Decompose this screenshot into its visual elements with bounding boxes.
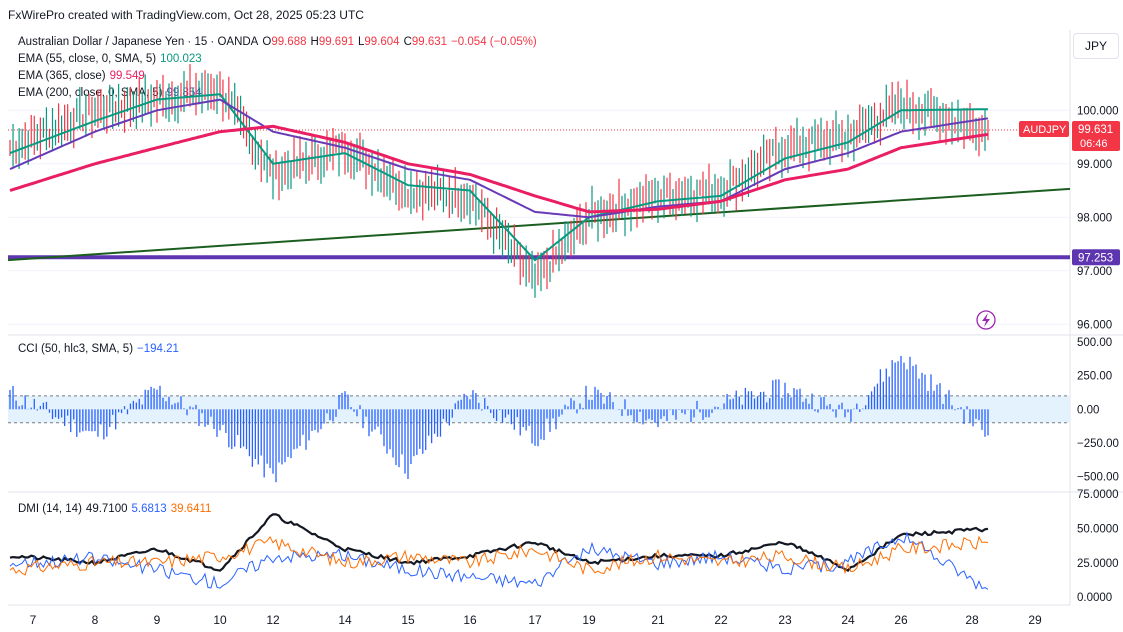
- symbol-badge: [1019, 121, 1069, 138]
- price-tick-label: 99.000: [1077, 159, 1112, 171]
- change-value: −0.054 (−0.05%): [451, 36, 537, 48]
- ema-line-3[interactable]: [9, 124, 989, 214]
- cci-legend[interactable]: CCI (50, hlc3, SMA, 5) −194.21: [18, 343, 183, 355]
- dmi-tick-label: 0.0000: [1077, 592, 1112, 604]
- cci-tick-label: 250.00: [1077, 371, 1112, 383]
- ema365-legend[interactable]: EMA (365, close) 99.549: [18, 70, 149, 82]
- price-tick-label: 96.000: [1077, 319, 1112, 331]
- low-label: L: [358, 36, 365, 48]
- ema55-label: EMA (55, close, 0, SMA, 5): [18, 53, 157, 65]
- price-badge-text: 99.631: [1078, 124, 1113, 136]
- cci-tick-label: −250.00: [1077, 438, 1119, 450]
- open-value: 99.688: [271, 36, 307, 48]
- time-tick-label: 8: [92, 613, 99, 627]
- dmi-tick-label: 50.0000: [1077, 523, 1119, 535]
- trend-line[interactable]: [7, 187, 1071, 262]
- dmi-line-2[interactable]: [9, 531, 989, 591]
- level-badge: [1072, 249, 1120, 266]
- time-tick-label: 24: [841, 613, 855, 627]
- high-value: 99.691: [318, 36, 354, 48]
- ema55-legend[interactable]: EMA (55, close, 0, SMA, 5) 100.023: [18, 53, 206, 65]
- dmi-legend[interactable]: DMI (14, 14) 49.7100 5.6813 39.6411: [18, 503, 215, 515]
- time-tick-label: 23: [778, 613, 792, 627]
- symbol-legend[interactable]: Australian Dollar / Japanese Yen · 15 · …: [18, 36, 541, 48]
- cci-value: −194.21: [137, 343, 179, 355]
- time-tick-label: 29: [1028, 613, 1042, 627]
- open-label: O: [262, 36, 272, 48]
- ema365-value: 99.549: [109, 70, 145, 82]
- dmi-line-1[interactable]: [9, 513, 989, 572]
- time-tick-label: 17: [528, 613, 542, 627]
- dmi-tick-label: 25.0000: [1077, 558, 1119, 570]
- ema-line-2[interactable]: [9, 98, 989, 219]
- high-label: H: [310, 36, 319, 48]
- time-tick-label: 16: [463, 613, 477, 627]
- time-tick-label: 22: [714, 613, 728, 627]
- time-tick-label: 15: [401, 613, 415, 627]
- low-value: 99.604: [364, 36, 400, 48]
- level-badge-text: 97.253: [1078, 252, 1113, 264]
- watermark-header: FxWirePro created with TradingView.com, …: [8, 8, 364, 22]
- dmi-label: DMI (14, 14): [18, 503, 82, 515]
- close-value: 99.631: [411, 36, 448, 48]
- time-tick-label: 7: [30, 613, 37, 627]
- price-tick-label: 100.000: [1077, 105, 1119, 117]
- price-badge: [1072, 121, 1120, 152]
- time-tick-label: 21: [651, 613, 665, 627]
- time-tick-label: 14: [338, 613, 352, 627]
- cci-tick-label: 500.00: [1077, 337, 1112, 349]
- lightning-icon[interactable]: [976, 310, 996, 330]
- symbol-badge-text: AUDJPY: [1023, 124, 1067, 136]
- time-tick-label: 9: [154, 613, 161, 627]
- time-tick-label: 28: [965, 613, 979, 627]
- cci-label: CCI (50, hlc3, SMA, 5): [18, 343, 134, 355]
- price-tick-label: 97.000: [1077, 266, 1112, 278]
- cci-band: [8, 395, 1070, 423]
- currency-button[interactable]: JPY: [1073, 33, 1119, 59]
- time-tick-label: 10: [213, 613, 227, 627]
- ema365-label: EMA (365, close): [18, 70, 106, 82]
- dmi-line-3[interactable]: [9, 535, 989, 576]
- dmi-minus-value: 39.6411: [170, 503, 212, 515]
- dmi-tick-label: 75.0000: [1077, 489, 1119, 501]
- symbol-name: Australian Dollar / Japanese Yen · 15 · …: [18, 36, 259, 48]
- time-tick-label: 26: [894, 613, 908, 627]
- close-label: C: [403, 36, 412, 48]
- countdown-text: 06:46: [1080, 138, 1108, 150]
- ema200-label: EMA (200, close, 0, SMA, 5): [18, 87, 163, 99]
- time-tick-label: 12: [266, 613, 280, 627]
- time-tick-label: 19: [582, 613, 596, 627]
- dmi-plus-value: 5.6813: [131, 503, 167, 515]
- ema55-value: 100.023: [160, 53, 202, 65]
- ema-line-1[interactable]: [9, 93, 988, 262]
- cci-tick-label: −500.00: [1077, 472, 1119, 484]
- price-tick-label: 98.000: [1077, 212, 1112, 224]
- cci-tick-label: 0.00: [1077, 404, 1099, 416]
- dmi-adx-value: 49.7100: [85, 503, 128, 515]
